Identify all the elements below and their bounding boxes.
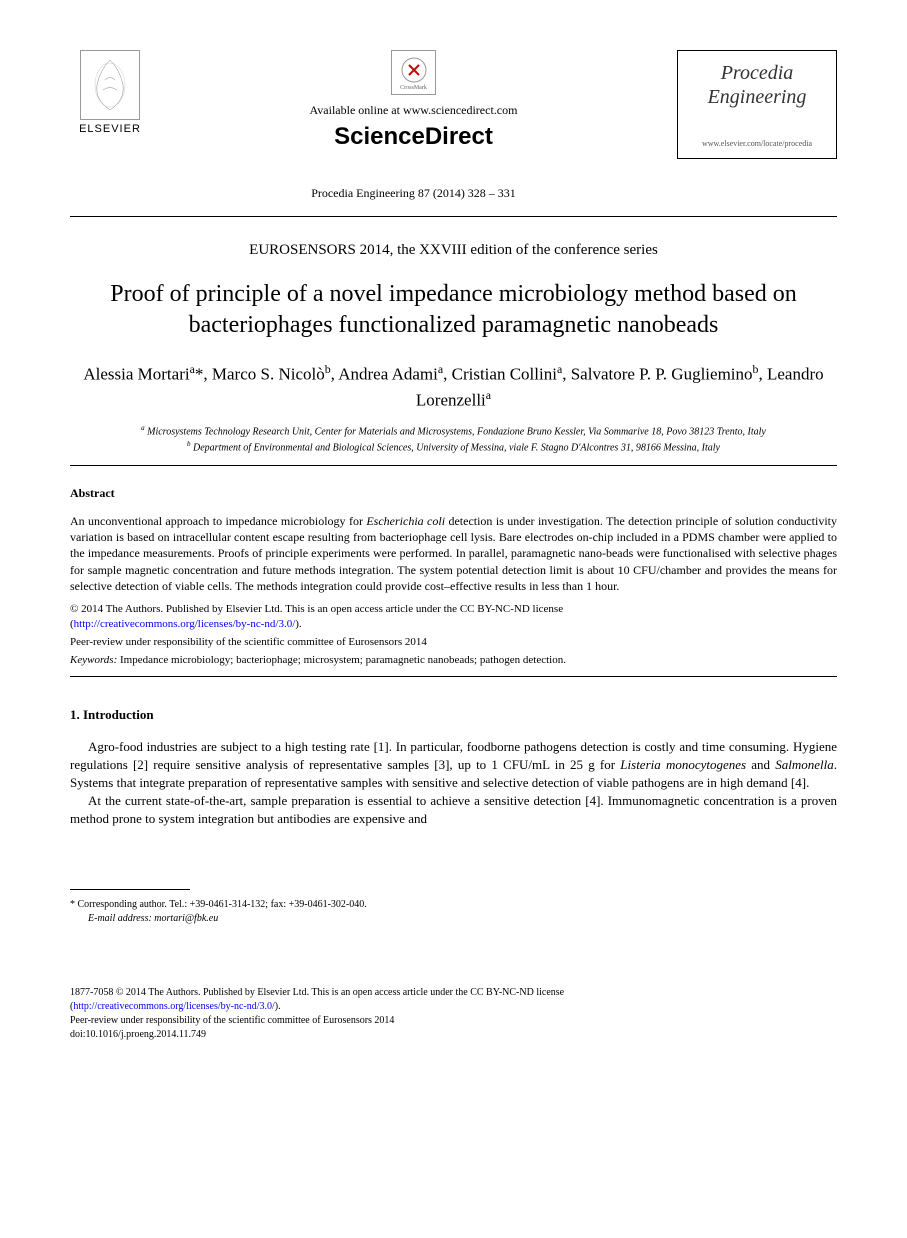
affiliations: a Microsystems Technology Research Unit,… xyxy=(70,424,837,455)
intro-para-1: Agro-food industries are subject to a hi… xyxy=(70,738,837,793)
copyright-block: © 2014 The Authors. Published by Elsevie… xyxy=(70,602,837,633)
footer-license-link[interactable]: http://creativecommons.org/licenses/by-n… xyxy=(73,1001,274,1012)
paper-title: Proof of principle of a novel impedance … xyxy=(90,279,817,341)
abstract-heading: Abstract xyxy=(70,486,837,501)
citation: Procedia Engineering 87 (2014) 328 – 331 xyxy=(311,186,516,201)
authors: Alessia Mortaria*, Marco S. Nicolòb, And… xyxy=(70,361,837,412)
crossmark-icon[interactable]: CrossMark xyxy=(391,50,436,95)
keywords-label: Keywords: xyxy=(70,654,117,666)
keywords-text: Impedance microbiology; bacteriophage; m… xyxy=(120,654,566,666)
conference-line: EUROSENSORS 2014, the XXVIII edition of … xyxy=(70,242,837,259)
peer-review: Peer-review under responsibility of the … xyxy=(70,636,837,648)
journal-name: Procedia Engineering xyxy=(686,61,828,109)
sciencedirect-logo: ScienceDirect xyxy=(334,123,493,151)
header-divider xyxy=(70,216,837,217)
header-row: ELSEVIER CrossMark Available online at w… xyxy=(70,50,837,201)
footnote-divider xyxy=(70,889,190,890)
section-1-heading: 1. Introduction xyxy=(70,707,837,723)
elsevier-label: ELSEVIER xyxy=(79,123,141,135)
intro-para-2: At the current state-of-the-art, sample … xyxy=(70,792,837,828)
available-online: Available online at www.sciencedirect.co… xyxy=(310,103,518,118)
journal-url: www.elsevier.com/locate/procedia xyxy=(686,139,828,148)
license-link[interactable]: http://creativecommons.org/licenses/by-n… xyxy=(74,618,296,630)
journal-box: Procedia Engineering www.elsevier.com/lo… xyxy=(677,50,837,159)
corresponding-author: * Corresponding author. Tel.: +39-0461-3… xyxy=(70,898,837,912)
affil-divider xyxy=(70,465,837,466)
elsevier-logo: ELSEVIER xyxy=(70,50,150,135)
abstract-text: An unconventional approach to impedance … xyxy=(70,513,837,594)
doi: doi:10.1016/j.proeng.2014.11.749 xyxy=(70,1029,206,1040)
center-header: CrossMark Available online at www.scienc… xyxy=(150,50,677,201)
elsevier-tree-icon xyxy=(80,50,140,120)
keywords: Keywords: Impedance microbiology; bacter… xyxy=(70,654,837,666)
email-footnote: E-mail address: mortari@fbk.eu xyxy=(88,912,837,926)
keywords-divider xyxy=(70,676,837,677)
footer: 1877-7058 © 2014 The Authors. Published … xyxy=(70,986,837,1042)
